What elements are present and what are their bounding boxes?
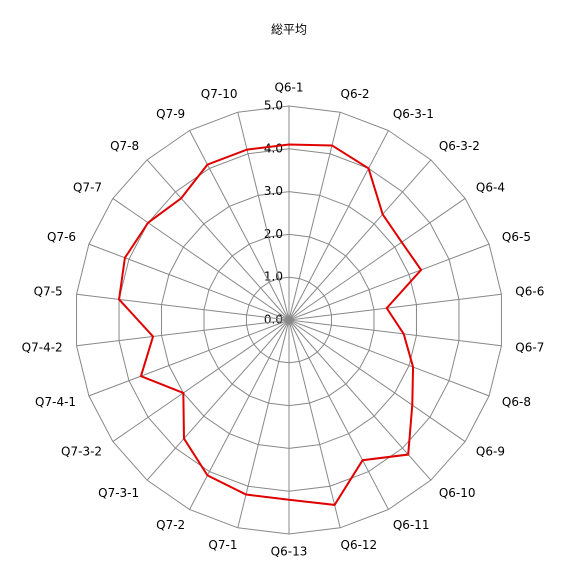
r-tick-label: 5.0 bbox=[264, 99, 283, 113]
spoke bbox=[112, 198, 290, 321]
category-label: Q7-8 bbox=[110, 139, 139, 153]
category-label: Q6-3-2 bbox=[439, 139, 480, 153]
category-label: Q6-11 bbox=[393, 518, 430, 532]
category-label: Q6-8 bbox=[502, 395, 531, 409]
spoke bbox=[288, 198, 466, 321]
spoke bbox=[288, 112, 341, 321]
spoke bbox=[88, 319, 290, 397]
category-label: Q7-4-2 bbox=[22, 340, 63, 354]
category-label: Q6-12 bbox=[341, 538, 378, 552]
category-label: Q7-7 bbox=[73, 181, 102, 195]
spoke bbox=[112, 319, 290, 442]
spoke bbox=[237, 112, 290, 321]
spoke bbox=[288, 319, 466, 442]
category-label: Q6-10 bbox=[439, 486, 476, 500]
series-line bbox=[117, 143, 423, 506]
r-tick-label: 3.0 bbox=[264, 184, 283, 198]
category-label: Q6-6 bbox=[515, 285, 544, 299]
category-label: Q7-10 bbox=[201, 87, 238, 101]
category-label: Q6-7 bbox=[515, 340, 544, 354]
spoke bbox=[189, 130, 290, 321]
category-label: Q6-4 bbox=[476, 181, 505, 195]
category-label: Q6-2 bbox=[341, 87, 370, 101]
category-label: Q6-9 bbox=[476, 444, 505, 458]
category-label: Q7-3-2 bbox=[61, 444, 102, 458]
spoke bbox=[288, 319, 341, 528]
spoke bbox=[288, 293, 502, 321]
category-label: Q6-5 bbox=[502, 230, 531, 244]
spoke bbox=[88, 243, 290, 321]
spoke bbox=[288, 243, 490, 321]
chart-title: 総平均 bbox=[271, 23, 307, 37]
category-label: Q6-3-1 bbox=[393, 107, 434, 121]
spoke bbox=[189, 319, 290, 510]
spoke bbox=[288, 319, 502, 347]
category-label: Q7-9 bbox=[156, 107, 185, 121]
spoke bbox=[288, 319, 432, 481]
category-label: Q7-1 bbox=[208, 538, 237, 552]
category-label: Q7-2 bbox=[156, 518, 185, 532]
spoke bbox=[288, 130, 389, 321]
spoke bbox=[146, 159, 290, 321]
category-label: Q6-1 bbox=[274, 81, 303, 95]
category-label: Q7-3-1 bbox=[98, 486, 139, 500]
category-label: Q7-5 bbox=[34, 285, 63, 299]
category-label: Q7-6 bbox=[47, 230, 76, 244]
spoke bbox=[76, 293, 290, 321]
category-label: Q6-13 bbox=[271, 545, 308, 559]
r-tick-label: 4.0 bbox=[264, 141, 283, 155]
spoke bbox=[288, 319, 490, 397]
r-tick-label: 1.0 bbox=[264, 270, 283, 284]
spoke bbox=[288, 159, 432, 321]
spoke bbox=[146, 319, 290, 481]
spoke bbox=[237, 319, 290, 528]
spoke bbox=[288, 319, 389, 510]
spoke bbox=[76, 319, 290, 347]
category-label: Q7-4-1 bbox=[35, 395, 76, 409]
